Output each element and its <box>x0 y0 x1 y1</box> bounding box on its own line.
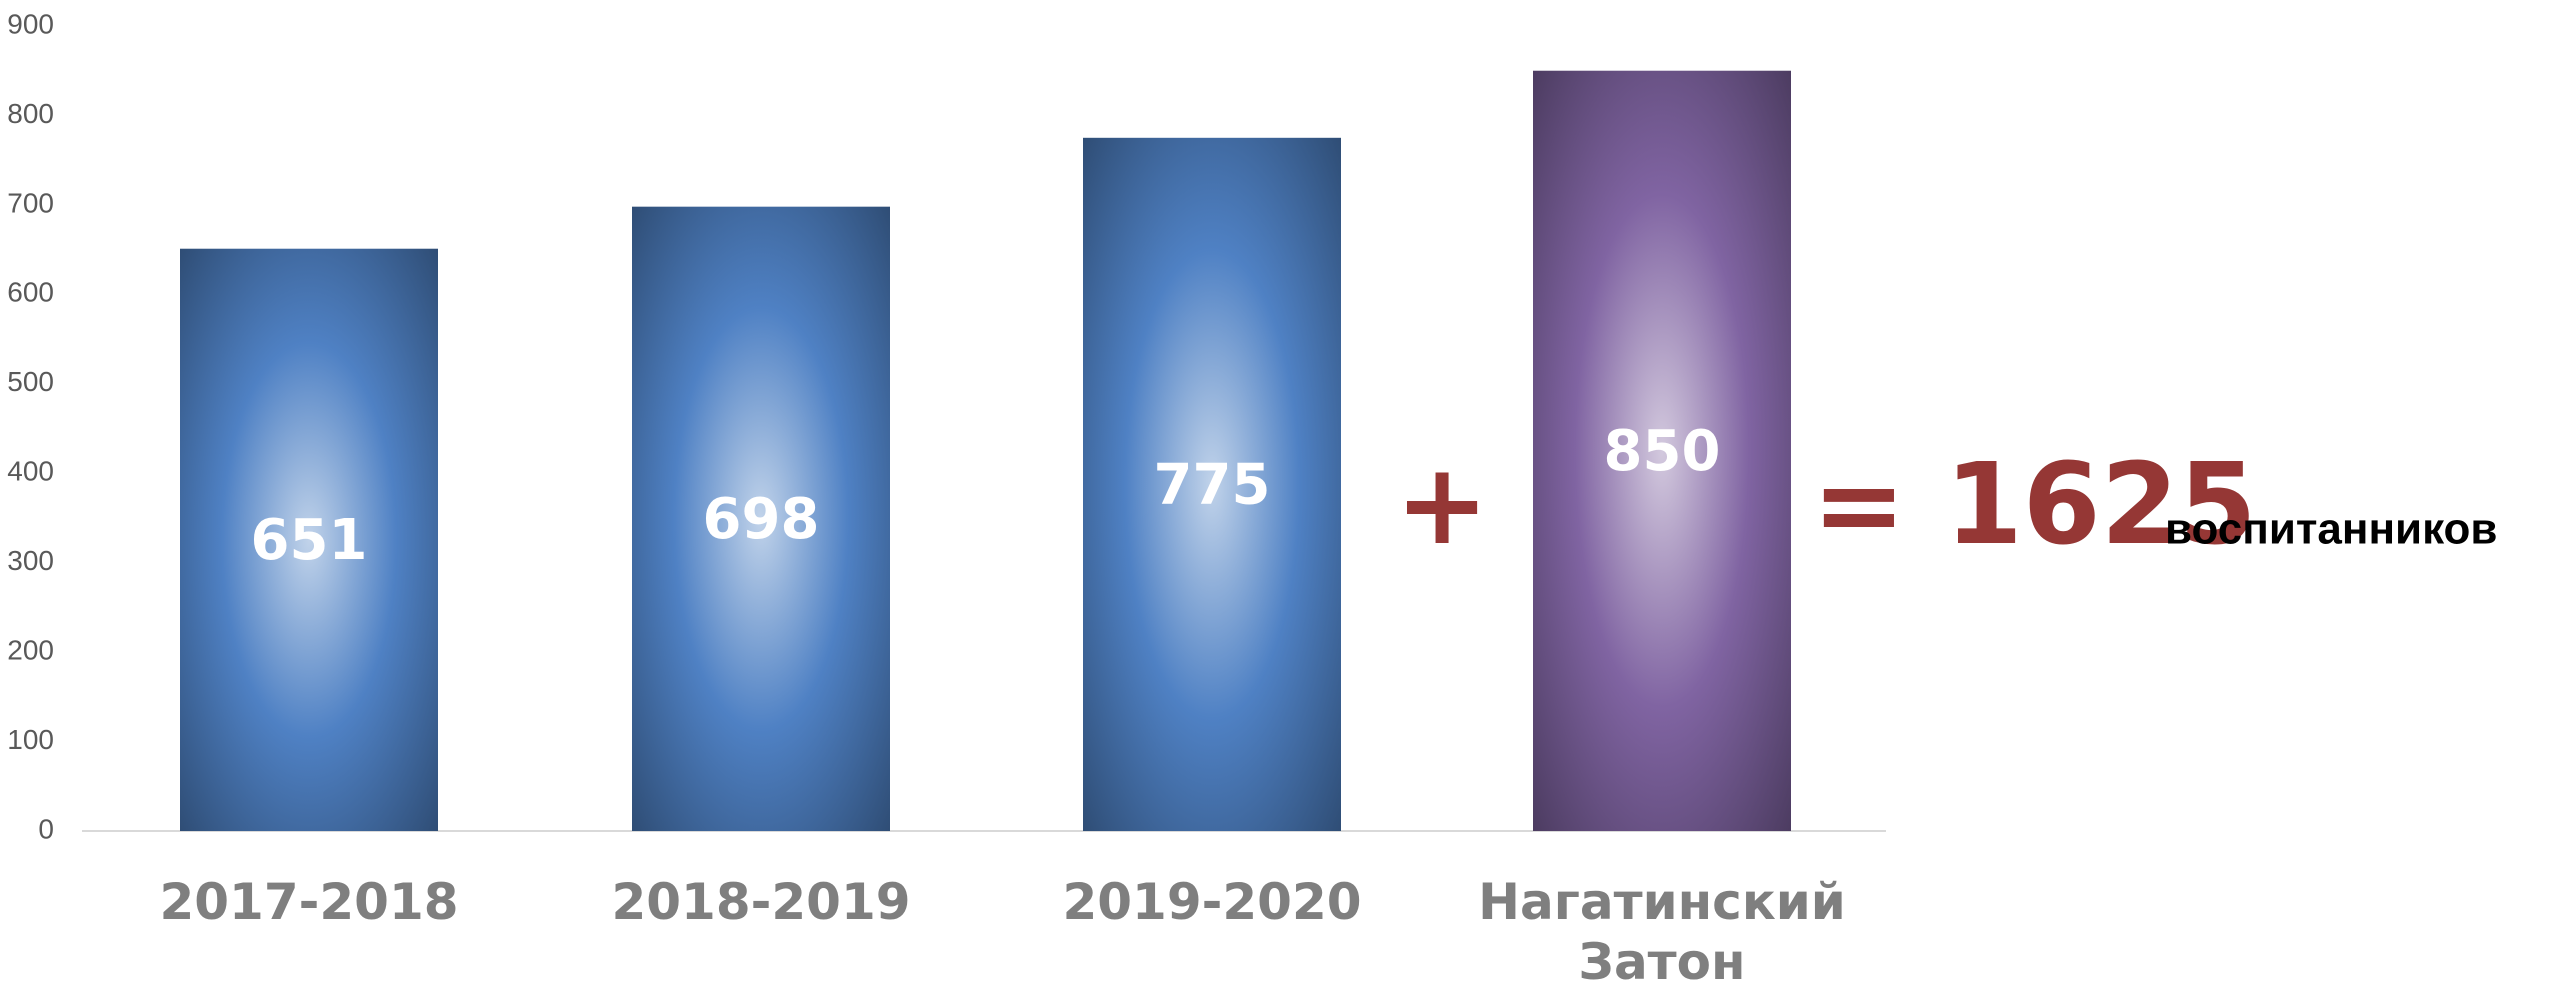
bar <box>632 206 890 831</box>
bar <box>180 248 438 831</box>
x-tick-label: 2019-2020 <box>1062 873 1362 931</box>
y-tick-label: 900 <box>7 8 54 39</box>
y-tick-label: 800 <box>7 98 54 129</box>
value-label: 651 <box>251 508 368 573</box>
total-unit: воспитанников <box>2165 505 2497 554</box>
x-tick-label: 2018-2019 <box>611 873 911 931</box>
y-tick-label: 200 <box>7 635 54 666</box>
bar <box>1083 137 1341 832</box>
y-tick-label: 600 <box>7 277 54 308</box>
value-label: 850 <box>1604 419 1721 484</box>
bar <box>1533 70 1791 831</box>
y-tick-label: 0 <box>38 813 54 844</box>
y-tick-label: 500 <box>7 366 54 397</box>
value-label: 698 <box>703 487 820 552</box>
y-tick-label: 400 <box>7 456 54 487</box>
x-tick-label: 2017-2018 <box>159 873 459 931</box>
x-tick-label: Нагатинский Затон <box>1478 873 1846 991</box>
y-tick-label: 100 <box>7 724 54 755</box>
plus-sign: + <box>1395 440 1489 570</box>
y-tick-label: 700 <box>7 187 54 218</box>
y-tick-label: 300 <box>7 545 54 576</box>
value-label: 775 <box>1154 453 1271 518</box>
total: = 1625 <box>1812 440 2257 570</box>
